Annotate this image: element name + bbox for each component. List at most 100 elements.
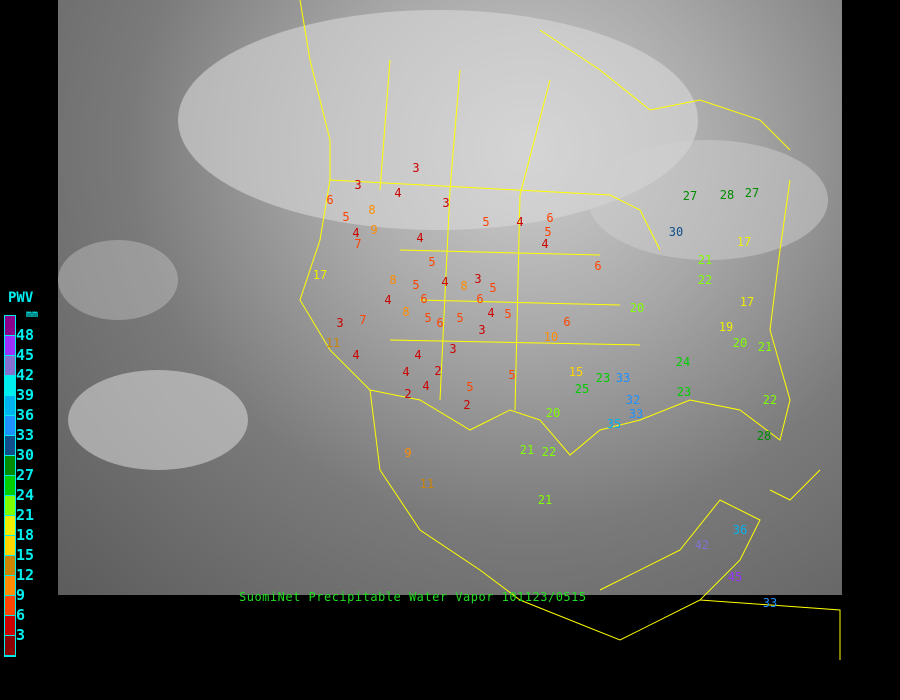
station-pwv-value: 5 [544,225,552,239]
station-pwv-value: 5 [504,307,512,321]
station-pwv-value: 21 [697,253,713,267]
station-pwv-value: 28 [719,188,735,202]
station-pwv-value: 4 [352,226,360,240]
station-pwv-value: 33 [615,371,631,385]
station-pwv-value: 6 [436,316,444,330]
station-pwv-value: 4 [414,348,422,362]
station-pwv-value: 27 [744,186,760,200]
station-pwv-value: 5 [456,311,464,325]
station-pwv-value: 22 [697,273,713,287]
legend-swatch [5,616,15,636]
station-pwv-value: 8 [460,279,468,293]
station-pwv-value: 4 [352,348,360,362]
station-pwv-value: 4 [394,186,402,200]
legend-label: 12 [16,566,35,584]
station-pwv-value: 7 [354,237,362,251]
legend-label: 33 [16,426,35,444]
legend-swatch [5,316,15,336]
station-pwv-value: 4 [422,379,430,393]
legend-swatch [5,536,15,556]
station-pwv-value: 5 [482,215,490,229]
station-pwv-value: 5 [424,311,432,325]
station-pwv-value: 8 [402,305,410,319]
station-pwv-value: 15 [568,365,584,379]
station-pwv-value: 3 [442,196,450,210]
legend-label: 42 [16,366,35,384]
legend-label: 3 [16,626,26,644]
map-caption: SuomiNet Precipitable Water Vapor 101123… [239,590,587,604]
station-pwv-value: 25 [574,382,590,396]
station-pwv-value: 22 [762,393,778,407]
legend-label: 18 [16,526,35,544]
legend-swatch [5,396,15,416]
station-pwv-value: 5 [466,380,474,394]
legend-label: 30 [16,446,35,464]
legend-swatch [5,596,15,616]
station-pwv-value: 6 [594,259,602,273]
station-pwv-value: 8 [368,203,376,217]
legend-label: 39 [16,386,35,404]
station-pwv-value: 4 [416,231,424,245]
legend-swatch [5,556,15,576]
station-pwv-value: 6 [420,292,428,306]
station-pwv-value: 17 [312,268,328,282]
station-pwv-value: 9 [370,223,378,237]
station-pwv-value: 2 [434,364,442,378]
legend-swatch [5,456,15,476]
station-pwv-value: 21 [519,443,535,457]
station-pwv-value: 6 [546,211,554,225]
legend-unit: mm [26,309,39,320]
legend-swatch [5,336,15,356]
cloud-imagery [58,10,828,470]
station-pwv-value: 20 [629,301,645,315]
station-pwv-value: 17 [739,295,755,309]
legend-swatch [5,516,15,536]
legend-label: 9 [16,586,26,604]
station-pwv-value: 32 [625,393,641,407]
legend-swatch [5,576,15,596]
station-pwv-value: 7 [359,313,367,327]
station-pwv-value: 28 [756,429,772,443]
station-pwv-value: 2 [463,398,471,412]
satellite-map [58,0,842,595]
station-pwv-value: 30 [668,225,684,239]
legend-label: 24 [16,486,35,504]
station-pwv-value: 4 [384,293,392,307]
legend-label: 36 [16,406,35,424]
legend-label: 21 [16,506,35,524]
legend-label: 6 [16,606,26,624]
station-pwv-value: 22 [541,445,557,459]
legend-swatch [5,356,15,376]
legend-label: 15 [16,546,35,564]
legend-title: PWV [8,290,34,306]
station-pwv-value: 3 [354,178,362,192]
legend-swatch [5,416,15,436]
station-pwv-value: 11 [325,336,341,350]
station-pwv-value: 36 [732,523,748,537]
station-pwv-value: 3 [336,316,344,330]
station-pwv-value: 45 [727,570,743,584]
station-pwv-value: 4 [487,306,495,320]
station-pwv-value: 17 [736,235,752,249]
station-pwv-value: 20 [545,406,561,420]
station-pwv-value: 6 [476,292,484,306]
station-pwv-value: 23 [595,371,611,385]
station-pwv-value: 5 [489,281,497,295]
pwv-color-legend [4,315,16,657]
station-pwv-value: 6 [326,193,334,207]
station-pwv-value: 21 [757,340,773,354]
station-pwv-value: 20 [732,336,748,350]
station-pwv-value: 27 [682,189,698,203]
station-pwv-value: 11 [419,477,435,491]
station-pwv-value: 8 [389,273,397,287]
station-pwv-value: 5 [412,278,420,292]
legend-swatch [5,496,15,516]
legend-label: 45 [16,346,35,364]
legend-label: 27 [16,466,35,484]
station-pwv-value: 5 [342,210,350,224]
station-pwv-value: 23 [676,385,692,399]
station-pwv-value: 3 [412,161,420,175]
legend-swatch [5,636,15,656]
station-pwv-value: 35 [606,417,622,431]
